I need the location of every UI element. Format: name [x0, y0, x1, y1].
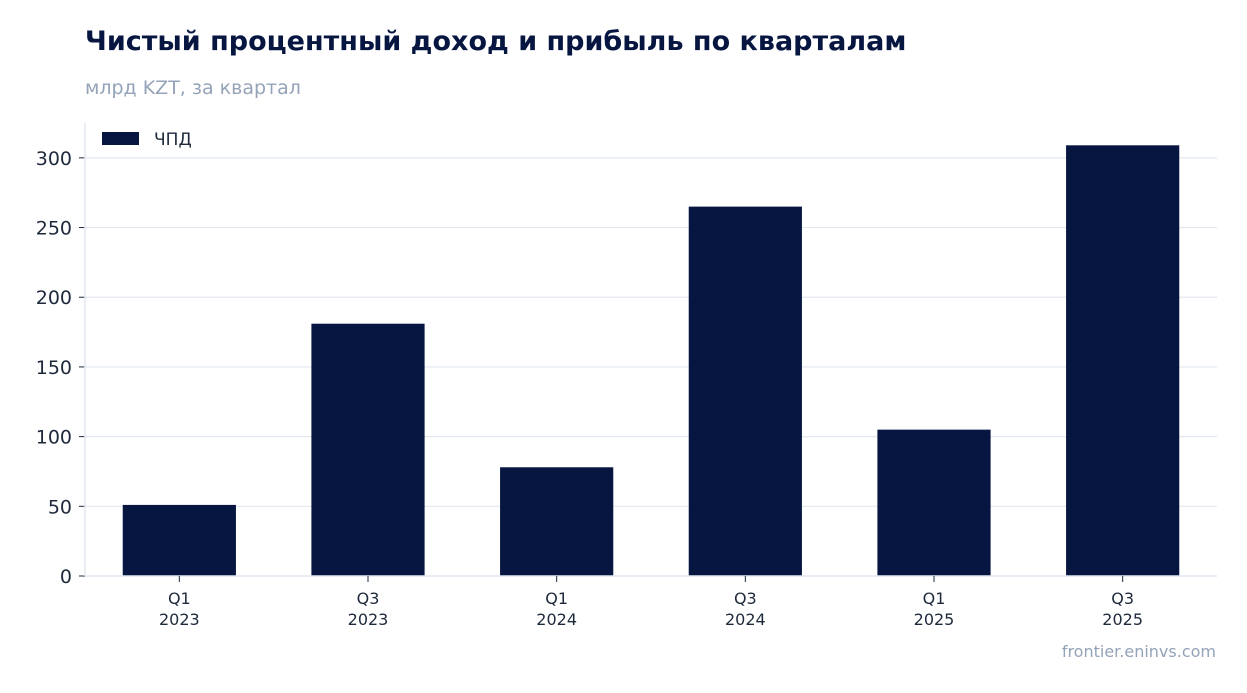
legend: ЧПД [102, 130, 192, 150]
x-tick-label-year: 2023 [159, 610, 200, 629]
chart-subtitle: млрд KZT, за квартал [85, 77, 301, 99]
x-tick-label-quarter: Q3 [734, 589, 757, 608]
y-tick-label: 100 [36, 427, 72, 449]
x-tick-label-quarter: Q1 [545, 589, 568, 608]
x-tick-label-year: 2023 [348, 610, 389, 629]
x-tick-label-year: 2025 [914, 610, 955, 629]
x-tick-label-year: 2024 [725, 610, 766, 629]
legend-label: ЧПД [154, 130, 192, 150]
y-tick-label: 0 [60, 566, 72, 588]
bar-q3-2024 [688, 206, 802, 576]
bar-q3-2023 [311, 323, 425, 576]
x-tick-label-quarter: Q1 [168, 589, 191, 608]
x-tick-label-quarter: Q3 [1111, 589, 1134, 608]
y-tick-label: 50 [48, 496, 72, 518]
bars [122, 145, 1180, 576]
x-tick-label-year: 2024 [536, 610, 577, 629]
y-tick-label: 250 [36, 218, 72, 240]
x-tick-label-quarter: Q1 [923, 589, 946, 608]
gridlines [85, 157, 1217, 507]
y-tick-label: 300 [36, 148, 72, 170]
bar-q1-2025 [877, 429, 991, 576]
legend-swatch [102, 132, 139, 145]
y-tick-labels: 0 50 100 150 200 250 300 [36, 148, 72, 588]
source-credit: frontier.eninvs.com [1061, 642, 1216, 661]
chart-title: Чистый процентный доход и прибыль по ква… [85, 26, 907, 57]
bar-q1-2023 [122, 504, 236, 576]
bar-q3-2025 [1066, 145, 1180, 576]
y-tick-label: 200 [36, 287, 72, 309]
bar-q1-2024 [500, 467, 614, 576]
y-tick-label: 150 [36, 357, 72, 379]
x-tick-label-quarter: Q3 [357, 589, 380, 608]
axes [79, 123, 1217, 582]
x-tick-labels: Q1 2023 Q3 2023 Q1 2024 Q3 2024 Q1 2025 Q3 2025 [159, 589, 1143, 629]
x-tick-label-year: 2025 [1102, 610, 1143, 629]
